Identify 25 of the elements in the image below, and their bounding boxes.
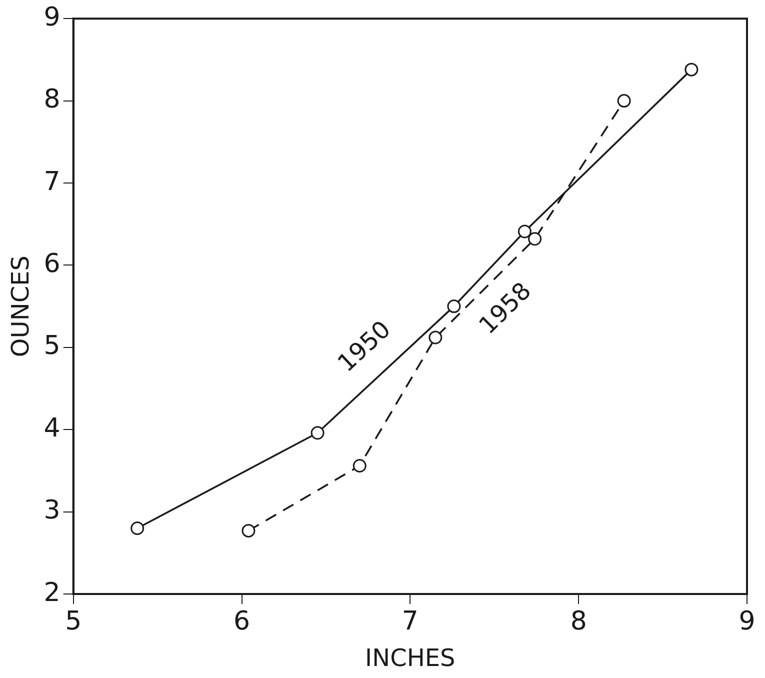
point: [310, 426, 324, 440]
y-tick-label: 5: [44, 331, 60, 362]
point: [428, 330, 442, 344]
x-tick-label: 7: [402, 606, 418, 636]
point: [447, 300, 461, 314]
y-tick-label: 3: [44, 496, 60, 526]
x-axis-title: INCHES: [365, 644, 456, 672]
y-tick-label: 9: [44, 2, 60, 32]
y-tick-label: 6: [44, 248, 60, 279]
point: [617, 94, 631, 108]
x-tick-label: 5: [65, 606, 82, 636]
point: [130, 521, 144, 535]
x-tick-label: 6: [233, 606, 250, 636]
point: [528, 232, 542, 246]
y-tick-label: 8: [44, 84, 60, 115]
point: [242, 524, 256, 538]
point: [684, 62, 698, 76]
point: [518, 224, 532, 238]
y-tick-label: 7: [44, 166, 60, 197]
x-tick-label: 8: [570, 606, 587, 636]
point: [352, 459, 366, 473]
y-tick-label: 4: [44, 413, 60, 444]
y-axis-title: OUNCES: [6, 256, 35, 358]
x-tick-label: 9: [738, 606, 756, 636]
y-tick-label: 2: [44, 578, 60, 608]
